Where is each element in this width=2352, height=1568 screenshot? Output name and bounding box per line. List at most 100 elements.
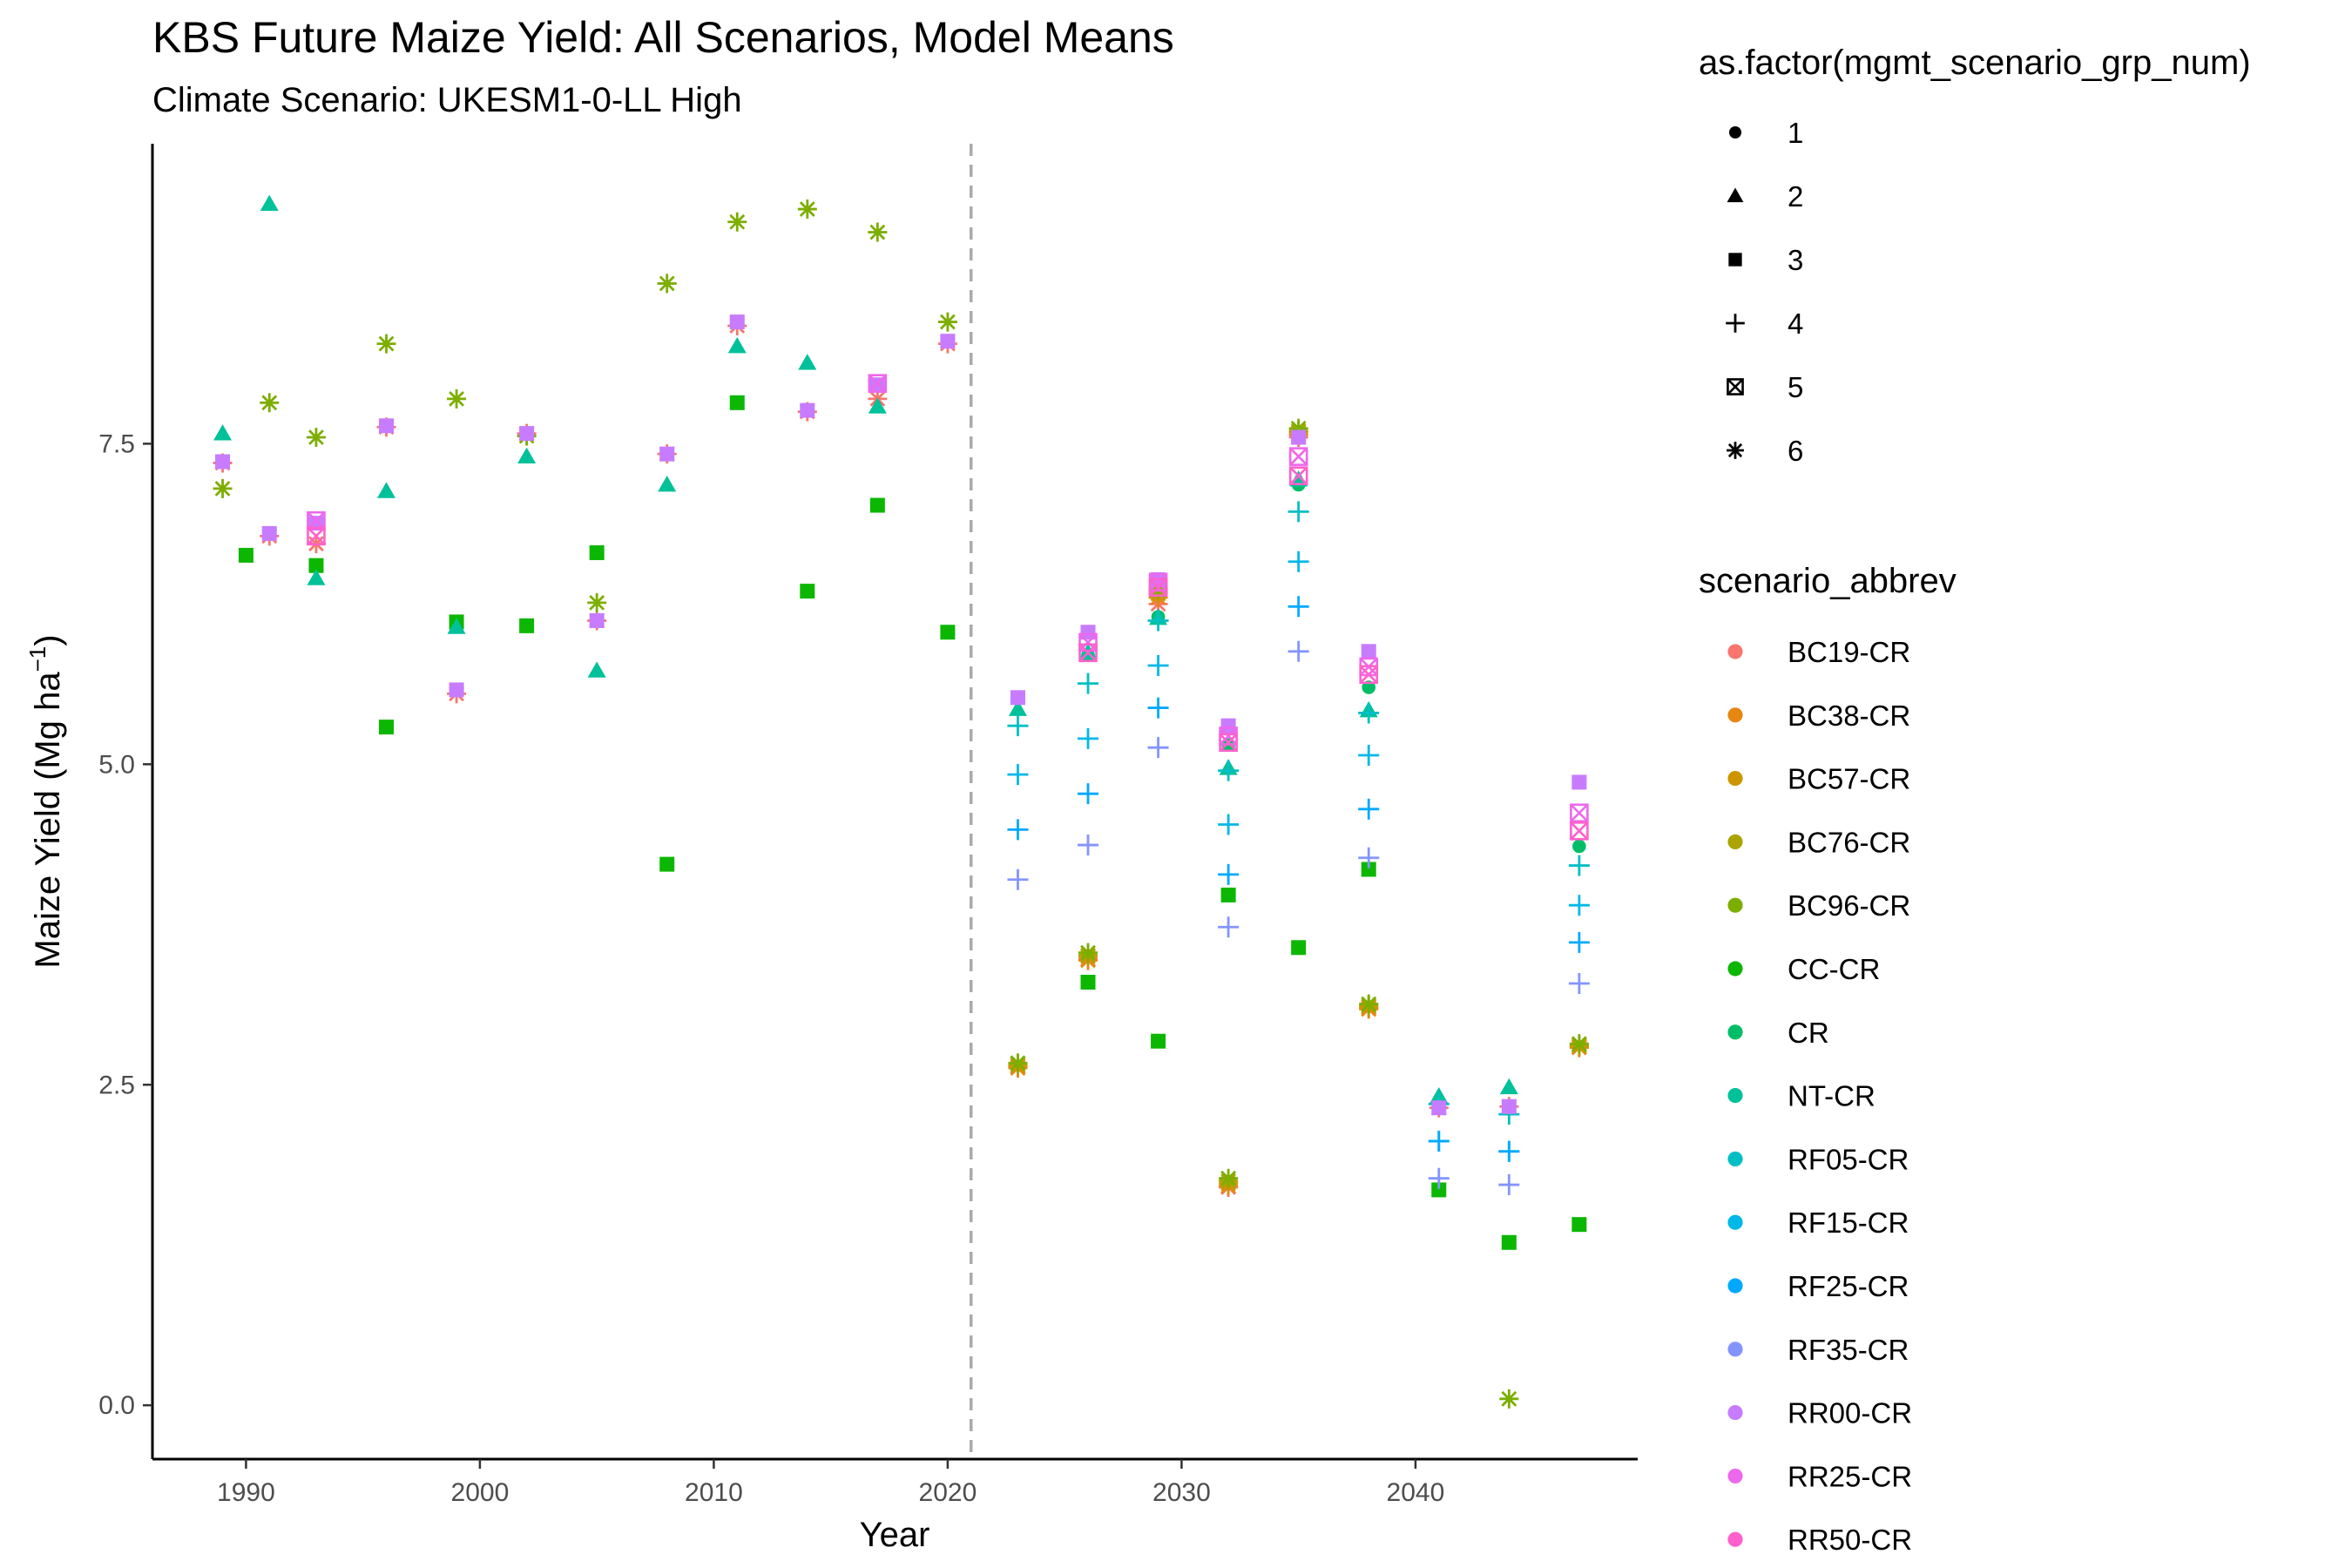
data-point bbox=[869, 497, 885, 513]
color-legend-label: RR50-CR bbox=[1788, 1524, 1912, 1556]
color-legend-label: RR25-CR bbox=[1788, 1460, 1912, 1492]
color-legend-label: RF35-CR bbox=[1788, 1334, 1909, 1366]
legend-key-circle bbox=[1727, 644, 1743, 659]
data-point bbox=[1078, 835, 1099, 856]
y-tick-label: 5.0 bbox=[98, 750, 135, 779]
legend-key-square bbox=[1728, 253, 1742, 267]
data-point bbox=[519, 426, 535, 442]
data-point bbox=[797, 199, 817, 220]
color-legend-label: RF15-CR bbox=[1788, 1206, 1909, 1239]
legend-key-circle bbox=[1727, 1024, 1743, 1040]
data-point bbox=[587, 592, 607, 612]
data-point bbox=[1498, 1140, 1520, 1162]
data-point bbox=[868, 222, 888, 242]
data-point bbox=[261, 525, 277, 541]
data-point bbox=[868, 397, 887, 414]
data-point bbox=[937, 312, 957, 332]
color-legend-label: BC57-CR bbox=[1788, 763, 1910, 795]
color-legend-label: RF25-CR bbox=[1788, 1270, 1909, 1302]
y-tick-label: 7.5 bbox=[98, 429, 135, 458]
y-axis-label: Maize Yield (Mg ha−1) bbox=[24, 634, 67, 968]
color-legend-item: RF25-CR bbox=[1727, 1270, 1909, 1302]
data-point bbox=[1288, 501, 1309, 523]
color-legend-item: CR bbox=[1727, 1017, 1829, 1049]
color-legend-title: scenario_abbrev bbox=[1699, 562, 1957, 600]
data-point bbox=[1008, 1053, 1028, 1073]
data-point bbox=[1220, 887, 1236, 902]
legend-key-circle bbox=[1727, 1531, 1743, 1547]
color-legend-item: BC19-CR bbox=[1727, 636, 1910, 668]
series-bc57-cr bbox=[1008, 422, 1589, 1193]
legend-key-circle bbox=[1727, 1088, 1743, 1104]
x-tick-label: 1990 bbox=[217, 1478, 275, 1507]
color-legend-item: BC76-CR bbox=[1727, 826, 1910, 858]
series-rr50-cr bbox=[307, 466, 1589, 841]
color-legend-label: BC96-CR bbox=[1788, 889, 1910, 922]
data-point bbox=[1571, 774, 1587, 790]
color-legend-item: RR50-CR bbox=[1727, 1524, 1912, 1556]
color-legend-item: BC96-CR bbox=[1727, 889, 1910, 922]
shape-legend-item: 4 bbox=[1726, 308, 1803, 340]
shape-legend-title: as.factor(mgmt_scenario_grp_num) bbox=[1699, 44, 2251, 82]
color-legend-item: RF35-CR bbox=[1727, 1334, 1909, 1366]
data-point bbox=[1078, 643, 1098, 663]
data-point bbox=[1007, 764, 1029, 786]
data-point bbox=[1431, 1100, 1447, 1116]
chart-title: KBS Future Maize Yield: All Scenarios, M… bbox=[152, 13, 1174, 62]
data-point bbox=[798, 354, 817, 370]
data-point bbox=[447, 389, 467, 409]
data-point bbox=[1148, 578, 1168, 598]
data-point bbox=[1147, 697, 1169, 719]
data-point bbox=[1431, 1182, 1447, 1198]
data-point bbox=[800, 402, 815, 418]
data-point bbox=[1288, 596, 1309, 618]
shape-legend-label: 5 bbox=[1788, 371, 1803, 403]
shape-legend-item: 2 bbox=[1727, 180, 1803, 213]
data-point bbox=[1570, 821, 1589, 841]
data-point bbox=[729, 314, 745, 330]
data-point bbox=[1568, 931, 1590, 953]
data-point bbox=[800, 584, 815, 599]
color-legend-label: BC76-CR bbox=[1788, 826, 1910, 858]
legend-key-circle bbox=[1727, 707, 1743, 723]
data-point bbox=[1572, 839, 1586, 854]
legend-key-circle bbox=[1727, 1405, 1743, 1421]
x-tick-label: 2040 bbox=[1387, 1478, 1445, 1507]
color-legend-item: CC-CR bbox=[1727, 953, 1880, 985]
plot-marks bbox=[213, 194, 1590, 1409]
data-point bbox=[213, 424, 233, 441]
shape-legend-item: 5 bbox=[1727, 371, 1803, 403]
series-cc-cr bbox=[238, 395, 1587, 1250]
shape-legend: 1 2 3 4 5 6 bbox=[1726, 117, 1803, 467]
data-point bbox=[1499, 1078, 1518, 1095]
data-point bbox=[1220, 718, 1236, 733]
data-point bbox=[1147, 737, 1169, 759]
data-point bbox=[1078, 943, 1098, 963]
data-point bbox=[1361, 644, 1376, 659]
legend-key-circle bbox=[1727, 961, 1743, 977]
legend-key-boxx bbox=[1727, 378, 1744, 395]
y-axis-label-main: Maize Yield (Mg ha bbox=[29, 672, 67, 969]
y-axis-label-superscript: −1 bbox=[24, 646, 51, 672]
x-tick-label: 2030 bbox=[1152, 1478, 1211, 1507]
data-point bbox=[1291, 940, 1307, 956]
data-point bbox=[1219, 733, 1238, 753]
data-point bbox=[1362, 680, 1376, 694]
data-point bbox=[260, 194, 279, 212]
color-legend-label: CR bbox=[1788, 1017, 1829, 1049]
data-point bbox=[1428, 1131, 1450, 1152]
shape-legend-label: 1 bbox=[1788, 117, 1803, 149]
data-point bbox=[1078, 727, 1099, 749]
data-point bbox=[376, 334, 396, 354]
data-point bbox=[659, 446, 675, 462]
data-point bbox=[729, 395, 745, 410]
data-point bbox=[1568, 895, 1590, 916]
series-bc38-cr bbox=[1008, 425, 1589, 1196]
series-bc96-cr bbox=[213, 199, 1589, 1409]
data-point bbox=[308, 558, 324, 573]
data-point bbox=[213, 478, 233, 498]
y-axis-label-close: ) bbox=[29, 634, 67, 645]
data-point bbox=[377, 482, 396, 498]
data-point bbox=[868, 374, 888, 394]
data-point bbox=[1359, 994, 1379, 1014]
